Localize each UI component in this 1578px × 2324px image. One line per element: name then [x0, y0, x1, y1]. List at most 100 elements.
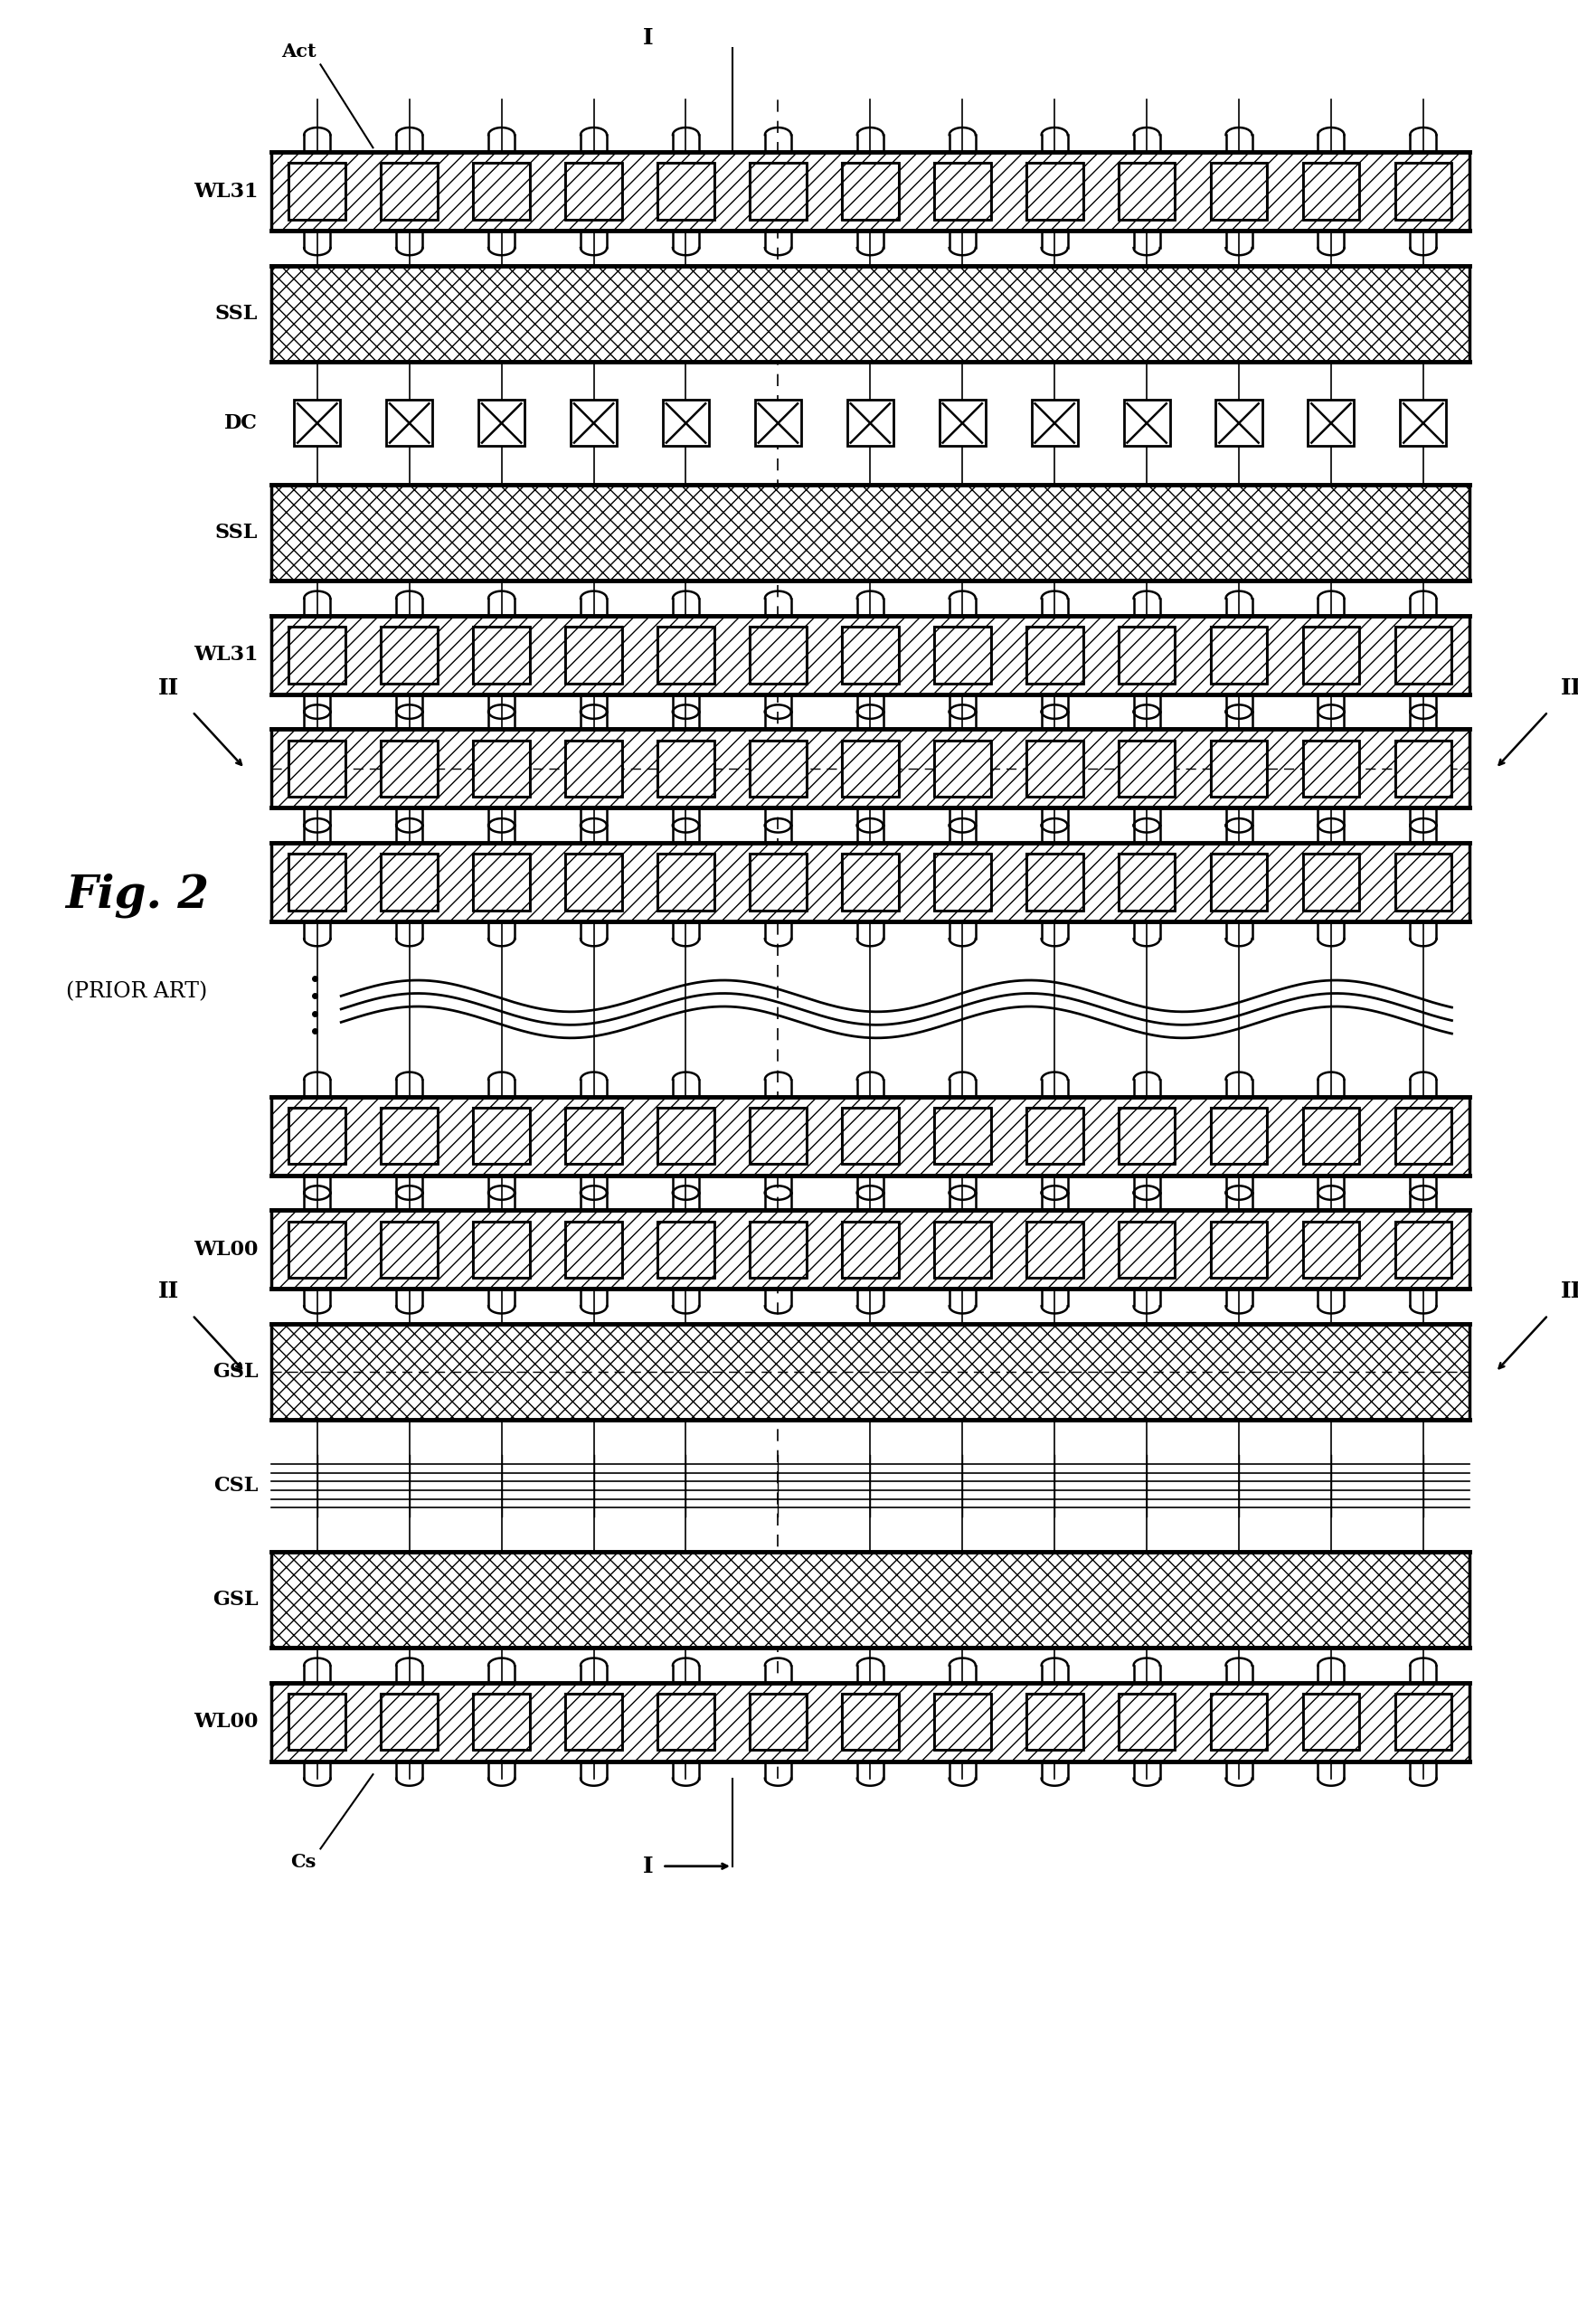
- Bar: [271, 844, 1469, 923]
- Bar: [565, 627, 622, 683]
- Bar: [1210, 1222, 1267, 1278]
- Bar: [1395, 853, 1452, 911]
- Bar: [1303, 1109, 1359, 1164]
- Bar: [843, 741, 898, 797]
- Bar: [565, 741, 622, 797]
- Bar: [658, 1109, 715, 1164]
- Bar: [843, 1109, 898, 1164]
- Bar: [1026, 163, 1083, 221]
- Bar: [1210, 741, 1267, 797]
- Bar: [750, 627, 806, 683]
- Bar: [1119, 741, 1176, 797]
- Bar: [473, 1222, 530, 1278]
- Bar: [1119, 627, 1176, 683]
- Bar: [1303, 741, 1359, 797]
- Bar: [1395, 1109, 1452, 1164]
- Bar: [1119, 627, 1176, 683]
- Bar: [1210, 163, 1267, 221]
- Bar: [565, 1694, 622, 1750]
- Bar: [565, 1109, 622, 1164]
- Bar: [473, 741, 530, 797]
- Bar: [658, 1222, 715, 1278]
- Bar: [1303, 853, 1359, 911]
- Bar: [289, 1222, 346, 1278]
- Bar: [1303, 163, 1359, 221]
- Bar: [1119, 741, 1176, 797]
- Bar: [750, 853, 806, 911]
- Bar: [1210, 627, 1267, 683]
- Bar: [271, 483, 1469, 581]
- Bar: [1026, 741, 1083, 797]
- Bar: [289, 627, 346, 683]
- Bar: [473, 163, 530, 221]
- Text: WL31: WL31: [194, 646, 259, 665]
- Bar: [658, 853, 715, 911]
- Bar: [1303, 1222, 1359, 1278]
- Bar: [1119, 1109, 1176, 1164]
- Bar: [473, 1109, 530, 1164]
- Bar: [1210, 853, 1267, 911]
- Bar: [380, 1109, 437, 1164]
- Bar: [1395, 627, 1452, 683]
- Bar: [663, 400, 709, 446]
- Bar: [1395, 627, 1452, 683]
- Bar: [571, 400, 617, 446]
- Bar: [1210, 1109, 1267, 1164]
- Bar: [934, 741, 991, 797]
- Bar: [1032, 400, 1078, 446]
- Bar: [1026, 1222, 1083, 1278]
- Bar: [1395, 853, 1452, 911]
- Bar: [565, 1222, 622, 1278]
- Bar: [658, 1694, 715, 1750]
- Text: I: I: [644, 28, 653, 49]
- Bar: [934, 1694, 991, 1750]
- Bar: [1119, 1694, 1176, 1750]
- Bar: [750, 1109, 806, 1164]
- Bar: [289, 853, 346, 911]
- Bar: [473, 853, 530, 911]
- Bar: [1026, 163, 1083, 221]
- Bar: [1395, 1109, 1452, 1164]
- Bar: [847, 400, 893, 446]
- Bar: [565, 163, 622, 221]
- Bar: [380, 1694, 437, 1750]
- Bar: [478, 400, 524, 446]
- Bar: [934, 163, 991, 221]
- Bar: [1124, 400, 1169, 446]
- Bar: [380, 627, 437, 683]
- Bar: [1303, 627, 1359, 683]
- Bar: [934, 163, 991, 221]
- Bar: [380, 1222, 437, 1278]
- Bar: [380, 163, 437, 221]
- Bar: [934, 1694, 991, 1750]
- Bar: [1215, 400, 1262, 446]
- Bar: [565, 1222, 622, 1278]
- Bar: [1119, 741, 1176, 797]
- Bar: [1400, 400, 1447, 446]
- Bar: [289, 1109, 346, 1164]
- Bar: [843, 1694, 898, 1750]
- Bar: [1026, 1109, 1083, 1164]
- Bar: [1303, 853, 1359, 911]
- Bar: [750, 627, 806, 683]
- Bar: [271, 616, 1469, 695]
- Text: Cs: Cs: [290, 1852, 316, 1871]
- Bar: [1026, 1109, 1083, 1164]
- Bar: [473, 853, 530, 911]
- Bar: [1303, 853, 1359, 911]
- Bar: [1210, 853, 1267, 911]
- Bar: [380, 853, 437, 911]
- Bar: [1026, 627, 1083, 683]
- Bar: [473, 627, 530, 683]
- Bar: [1119, 1694, 1176, 1750]
- Bar: [1210, 741, 1267, 797]
- Bar: [843, 1109, 898, 1164]
- Bar: [843, 853, 898, 911]
- Bar: [1210, 163, 1267, 221]
- Bar: [271, 730, 1469, 809]
- Bar: [658, 163, 715, 221]
- Bar: [658, 1694, 715, 1750]
- Bar: [934, 627, 991, 683]
- Bar: [380, 1222, 437, 1278]
- Bar: [750, 1222, 806, 1278]
